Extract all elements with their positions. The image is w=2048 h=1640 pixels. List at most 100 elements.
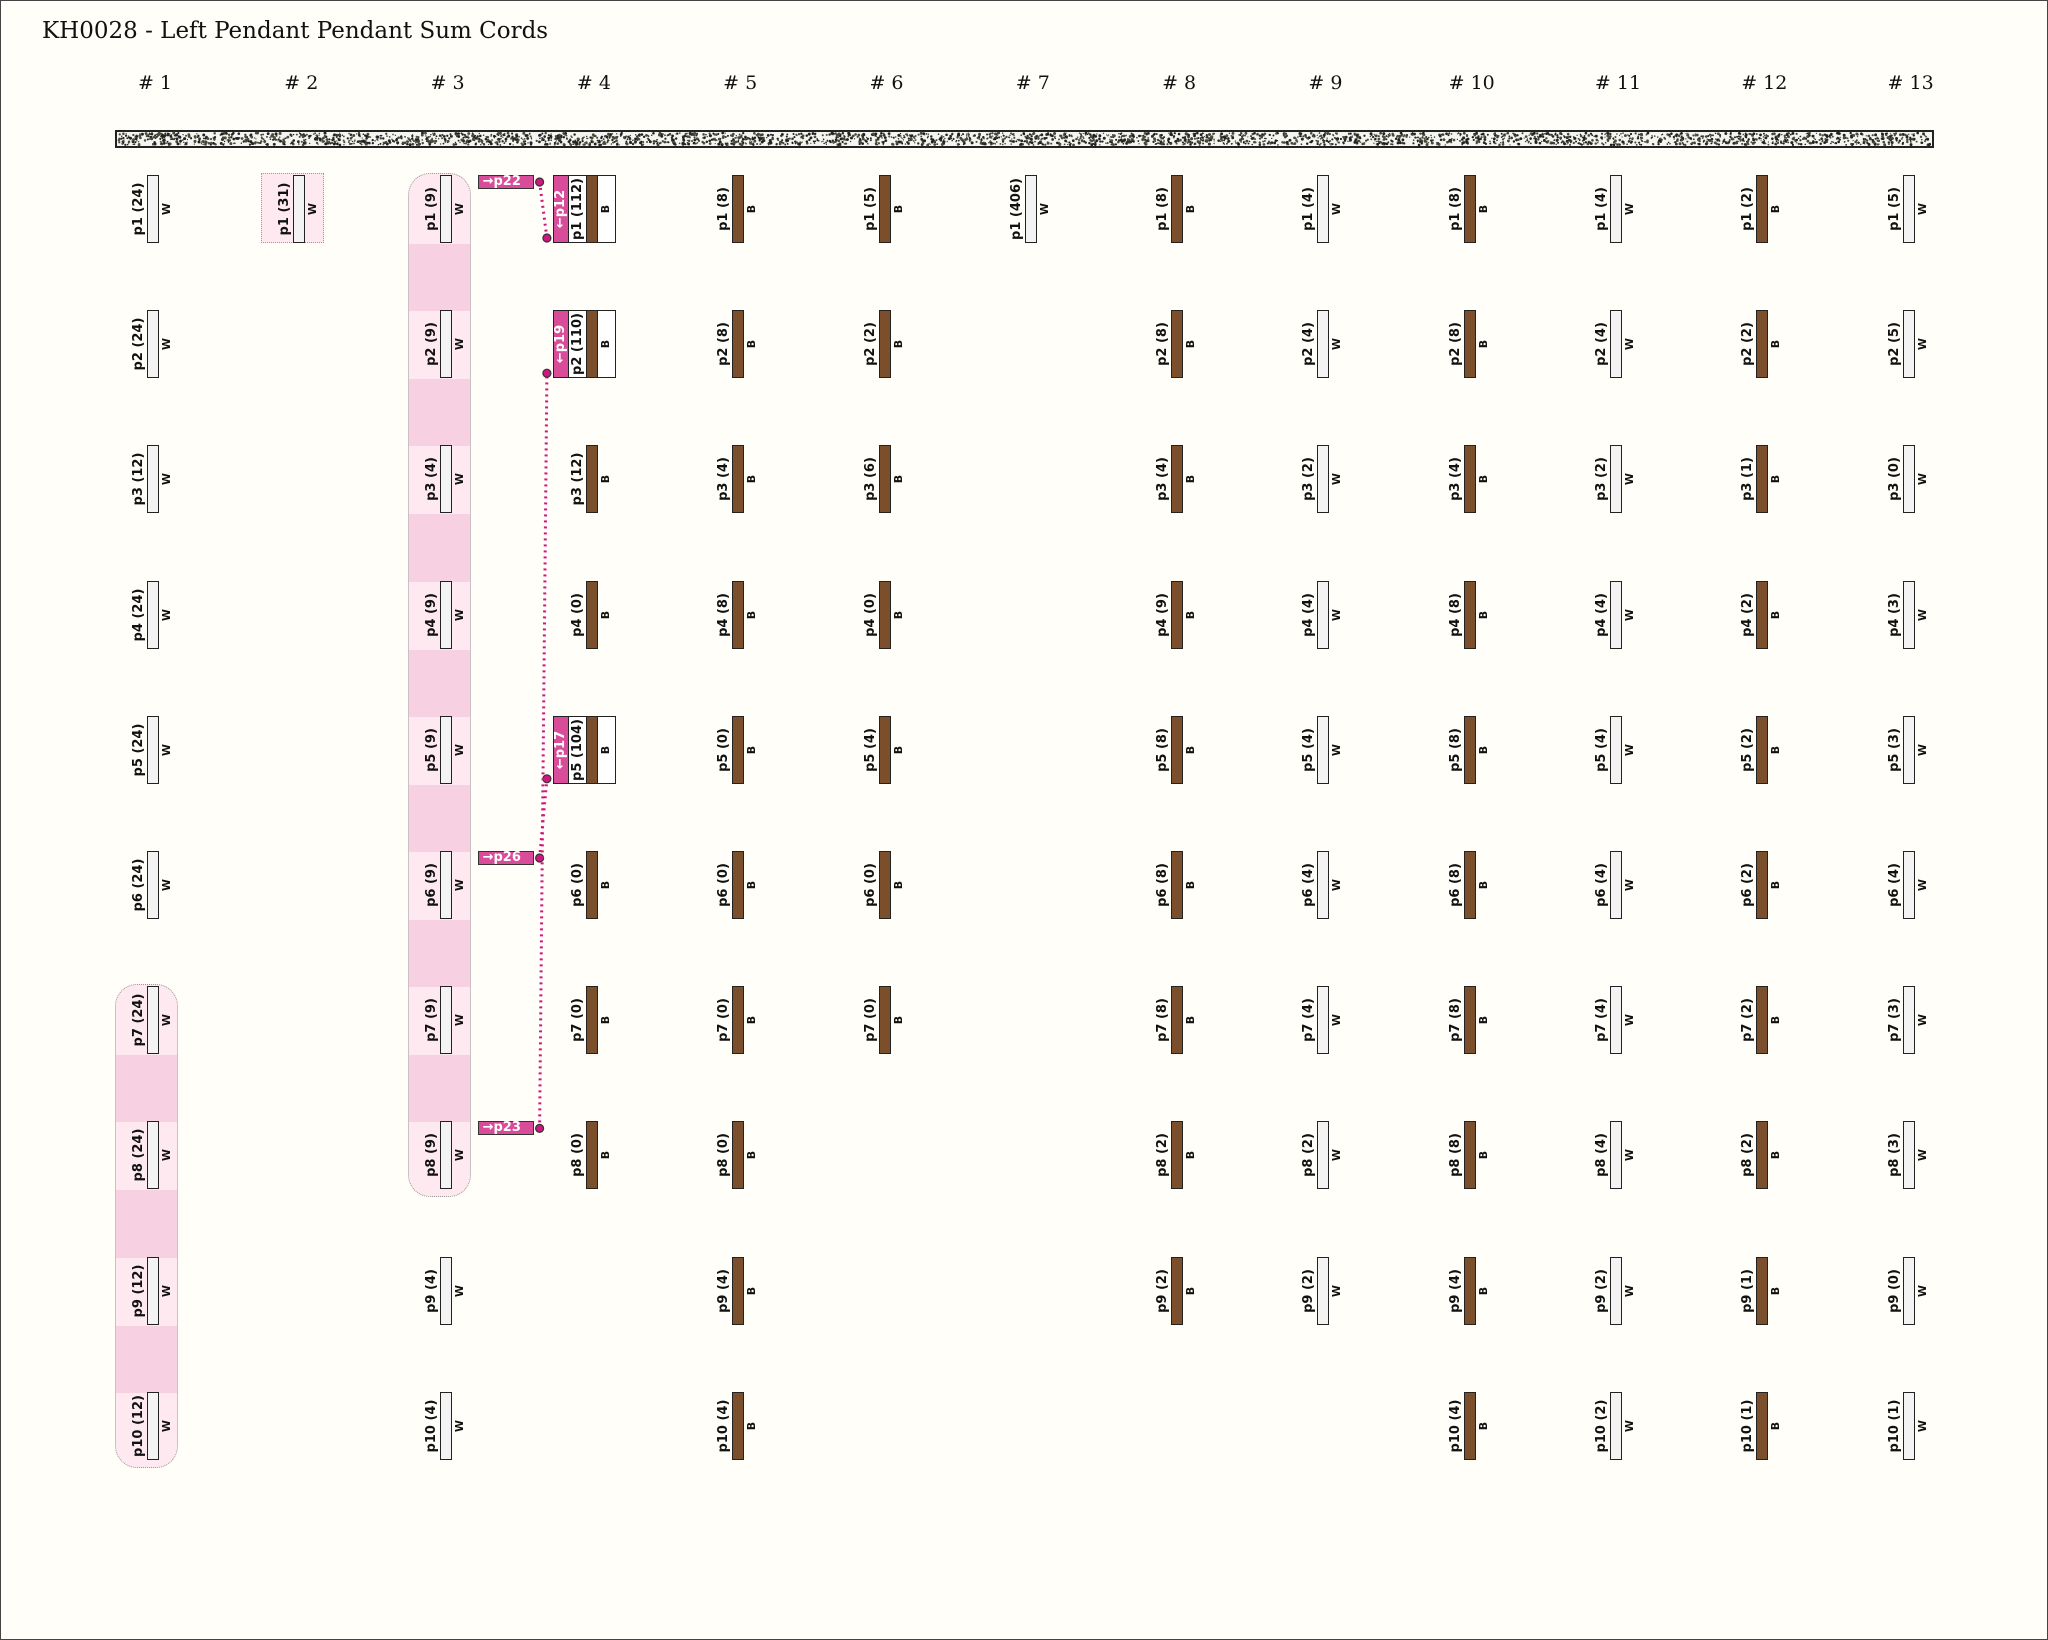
speckle	[1623, 141, 1625, 143]
speckle	[781, 132, 783, 135]
speckle	[835, 136, 838, 139]
speckle	[1555, 138, 1557, 140]
speckle	[408, 143, 412, 147]
speckle	[744, 135, 747, 139]
speckle	[1339, 137, 1343, 141]
speckle	[800, 132, 803, 135]
pendant-label: p2 (4)	[1594, 322, 1609, 367]
cord-color-code: W	[160, 338, 173, 351]
speckle	[891, 142, 894, 146]
speckle	[1200, 138, 1203, 141]
cord-color-code: W	[1330, 1014, 1344, 1027]
cord-color-code: B	[745, 340, 759, 349]
speckle	[927, 133, 930, 135]
speckle	[1559, 138, 1562, 140]
pendant-cord	[732, 715, 745, 784]
speckle	[394, 134, 397, 137]
speckle	[1676, 139, 1679, 142]
speckle	[780, 135, 783, 138]
speckle	[787, 137, 789, 140]
speckle	[807, 132, 811, 136]
pendant-label: p6 (2)	[1740, 863, 1756, 907]
speckle	[1244, 131, 1248, 135]
cord-color-code: W	[1915, 473, 1929, 486]
cord-color-code: B	[745, 745, 759, 754]
speckle	[1677, 134, 1681, 138]
speckle	[1063, 143, 1066, 146]
cord-color-code: W	[1623, 1149, 1636, 1162]
speckle	[163, 134, 167, 137]
speckle	[1854, 140, 1857, 144]
speckle	[845, 138, 849, 142]
speckle	[1755, 133, 1758, 135]
speckle	[529, 135, 532, 138]
speckle	[810, 142, 812, 144]
cord-color-code: B	[745, 1151, 759, 1160]
speckle	[1619, 143, 1621, 146]
speckle	[1064, 139, 1067, 143]
pendant-label: p9 (4)	[423, 1268, 439, 1313]
speckle	[775, 143, 778, 146]
speckle	[606, 141, 609, 144]
speckle	[1479, 137, 1482, 141]
speckle	[1500, 132, 1503, 135]
speckle	[1874, 142, 1877, 145]
speckle	[1859, 132, 1863, 135]
speckle	[273, 136, 276, 139]
speckle	[1370, 138, 1373, 141]
speckle	[847, 135, 850, 138]
speckle	[753, 139, 757, 143]
speckle	[1227, 139, 1230, 142]
sum-tag-label: ←p19	[552, 325, 568, 364]
group-gap-band	[408, 379, 470, 447]
cord-color-code: B	[598, 1016, 612, 1025]
speckle	[1813, 137, 1815, 139]
speckle	[578, 141, 582, 144]
speckle	[1856, 135, 1859, 138]
speckle	[569, 138, 572, 142]
speckle	[1146, 143, 1148, 145]
speckle	[429, 141, 432, 144]
speckle	[1624, 134, 1627, 137]
speckle	[844, 142, 848, 145]
speckle	[744, 142, 747, 144]
speckle	[333, 133, 337, 137]
speckle	[511, 132, 514, 135]
speckle	[900, 135, 902, 137]
speckle	[947, 137, 951, 141]
speckle	[349, 136, 353, 140]
speckle	[522, 143, 525, 146]
cord-color-code: W	[1037, 202, 1051, 216]
speckle	[379, 134, 382, 137]
pendant-cord	[732, 580, 745, 649]
speckle	[1435, 141, 1439, 144]
speckle	[255, 138, 257, 140]
speckle	[166, 140, 169, 143]
pendant-cord	[878, 851, 891, 919]
speckle	[421, 139, 424, 141]
speckle	[128, 136, 130, 138]
speckle	[479, 134, 482, 138]
speckle	[1701, 137, 1704, 140]
speckle	[710, 138, 714, 141]
speckle	[1834, 141, 1838, 145]
speckle	[1182, 141, 1184, 144]
speckle	[1456, 133, 1459, 135]
speckle	[309, 142, 311, 145]
speckle	[1283, 132, 1287, 135]
speckle	[1449, 140, 1451, 142]
speckle	[1160, 140, 1163, 143]
speckle	[771, 133, 774, 137]
speckle	[1001, 132, 1004, 134]
speckle	[1302, 135, 1305, 138]
speckle	[1721, 142, 1724, 144]
pendant-cord	[1756, 851, 1769, 919]
speckle	[1005, 135, 1008, 139]
cord-color-code: W	[1915, 1014, 1929, 1027]
speckle	[166, 132, 169, 135]
speckle	[425, 135, 427, 137]
speckle	[1583, 135, 1586, 137]
speckle	[179, 139, 182, 143]
speckle	[588, 142, 592, 145]
sum-out-tag: →p26	[477, 851, 534, 865]
